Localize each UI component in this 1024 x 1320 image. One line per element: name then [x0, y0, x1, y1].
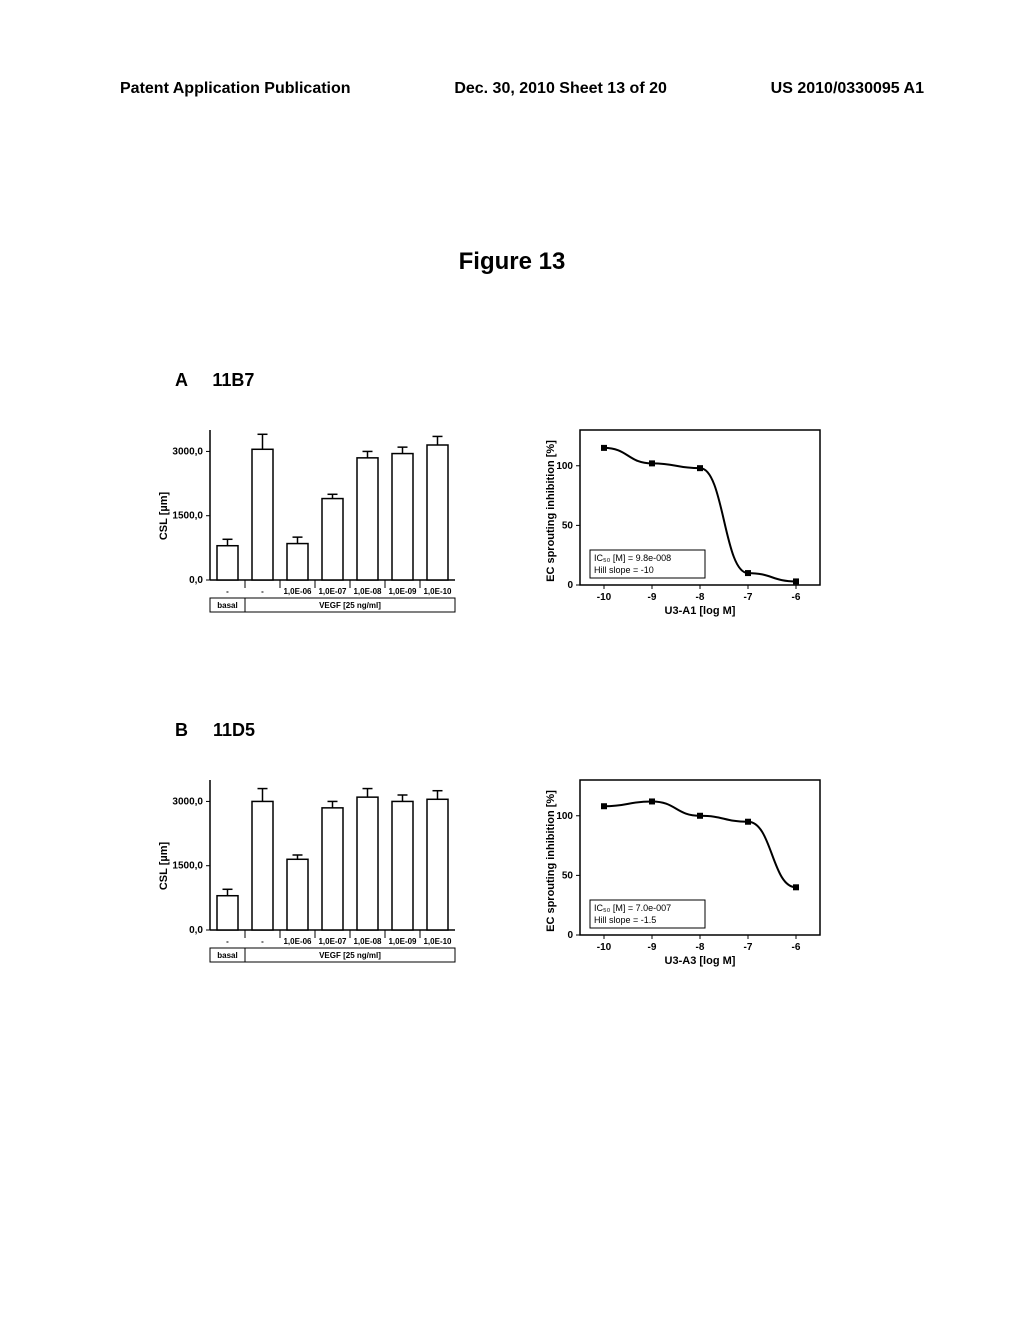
svg-text:-: -: [261, 937, 264, 946]
svg-text:-7: -7: [744, 592, 753, 603]
svg-text:-: -: [226, 937, 229, 946]
svg-text:1500,0: 1500,0: [172, 861, 203, 872]
svg-text:1,0E-06: 1,0E-06: [283, 937, 312, 946]
svg-text:1,0E-08: 1,0E-08: [353, 587, 382, 596]
svg-text:1,0E-06: 1,0E-06: [283, 587, 312, 596]
bar-chart-svg: 0,0 1500,0 3000,0 - - 1,0E-06 1,0E-07 1,0E-08 1,…: [155, 770, 465, 990]
panel-b-curve-xlabel: U3-A3 [log M]: [640, 955, 760, 967]
svg-text:-10: -10: [597, 592, 612, 603]
svg-text:50: 50: [562, 870, 574, 881]
curve-chart-svg: 0 50 100 -10 -9 -8 -7 -6 IC₅₀ [M] = 7.0e-007 Hill…: [540, 770, 840, 970]
panel-b-bar-ylabel: CSL [µm]: [158, 842, 170, 890]
panel-a-label: A 11B7: [175, 370, 254, 391]
svg-text:0: 0: [567, 580, 573, 591]
svg-text:1,0E-07: 1,0E-07: [318, 937, 347, 946]
svg-text:1,0E-08: 1,0E-08: [353, 937, 382, 946]
header-center: Dec. 30, 2010 Sheet 13 of 20: [454, 80, 667, 98]
panel-b-letter: B: [175, 720, 188, 740]
svg-text:basal: basal: [217, 601, 237, 610]
svg-text:1500,0: 1500,0: [172, 511, 203, 522]
panel-a-bar-ylabel: CSL [µm]: [158, 492, 170, 540]
page-header: Patent Application Publication Dec. 30, …: [0, 0, 1024, 98]
panel-a-letter: A: [175, 370, 187, 390]
svg-text:-7: -7: [744, 942, 753, 953]
svg-text:0: 0: [567, 930, 573, 941]
svg-text:3000,0: 3000,0: [172, 796, 203, 807]
svg-text:-10: -10: [597, 942, 612, 953]
svg-text:0,0: 0,0: [189, 575, 203, 586]
panel-a-bar-chart: 0,0 1500,0 3000,0 - - 1,0E-06 1,0E-07 1,0E-08 1,…: [155, 420, 465, 640]
svg-text:-8: -8: [696, 592, 705, 603]
svg-text:50: 50: [562, 520, 574, 531]
svg-text:Hill slope = -10: Hill slope = -10: [594, 565, 654, 575]
panel-a-curve-ylabel: EC sprouting inhibition [%]: [545, 440, 557, 582]
svg-text:VEGF [25 ng/ml]: VEGF [25 ng/ml]: [319, 951, 381, 960]
svg-text:VEGF [25 ng/ml]: VEGF [25 ng/ml]: [319, 601, 381, 610]
svg-text:Hill slope = -1.5: Hill slope = -1.5: [594, 915, 656, 925]
figure-title: Figure 13: [0, 248, 1024, 276]
bar-chart-svg: 0,0 1500,0 3000,0 - - 1,0E-06 1,0E-07 1,0E-08 1,…: [155, 420, 465, 640]
panel-a-curve-chart: 0 50 100 -10 -9 -8 -7 -6 IC₅₀ [M] = 9.8e-008 Hill…: [540, 420, 840, 620]
svg-text:1,0E-07: 1,0E-07: [318, 587, 347, 596]
svg-text:1,0E-10: 1,0E-10: [423, 587, 452, 596]
svg-text:-8: -8: [696, 942, 705, 953]
svg-text:0,0: 0,0: [189, 925, 203, 936]
panel-b-curve-chart: 0 50 100 -10 -9 -8 -7 -6 IC₅₀ [M] = 7.0e-007 Hill…: [540, 770, 840, 970]
svg-text:basal: basal: [217, 951, 237, 960]
panel-b-curve-ylabel: EC sprouting inhibition [%]: [545, 790, 557, 932]
svg-text:-: -: [226, 587, 229, 596]
panel-a-curve-xlabel: U3-A1 [log M]: [640, 605, 760, 617]
header-right: US 2010/0330095 A1: [771, 80, 924, 98]
svg-text:-: -: [261, 587, 264, 596]
svg-text:-6: -6: [792, 592, 801, 603]
svg-text:1,0E-09: 1,0E-09: [388, 587, 417, 596]
svg-text:100: 100: [556, 461, 573, 472]
svg-text:IC₅₀ [M] = 7.0e-007: IC₅₀ [M] = 7.0e-007: [594, 903, 671, 913]
panel-b-label: B 11D5: [175, 720, 255, 741]
svg-text:-9: -9: [648, 942, 657, 953]
svg-text:-9: -9: [648, 592, 657, 603]
panel-b-bar-chart: 0,0 1500,0 3000,0 - - 1,0E-06 1,0E-07 1,0E-08 1,…: [155, 770, 465, 990]
panel-a-name: 11B7: [212, 370, 254, 390]
header-left: Patent Application Publication: [120, 80, 351, 98]
svg-text:100: 100: [556, 811, 573, 822]
svg-text:1,0E-09: 1,0E-09: [388, 937, 417, 946]
panel-b-name: 11D5: [213, 720, 255, 740]
svg-text:-6: -6: [792, 942, 801, 953]
svg-text:IC₅₀ [M] = 9.8e-008: IC₅₀ [M] = 9.8e-008: [594, 553, 671, 563]
svg-text:1,0E-10: 1,0E-10: [423, 937, 452, 946]
svg-text:3000,0: 3000,0: [172, 446, 203, 457]
curve-chart-svg: 0 50 100 -10 -9 -8 -7 -6 IC₅₀ [M] = 9.8e-008 Hill…: [540, 420, 840, 620]
